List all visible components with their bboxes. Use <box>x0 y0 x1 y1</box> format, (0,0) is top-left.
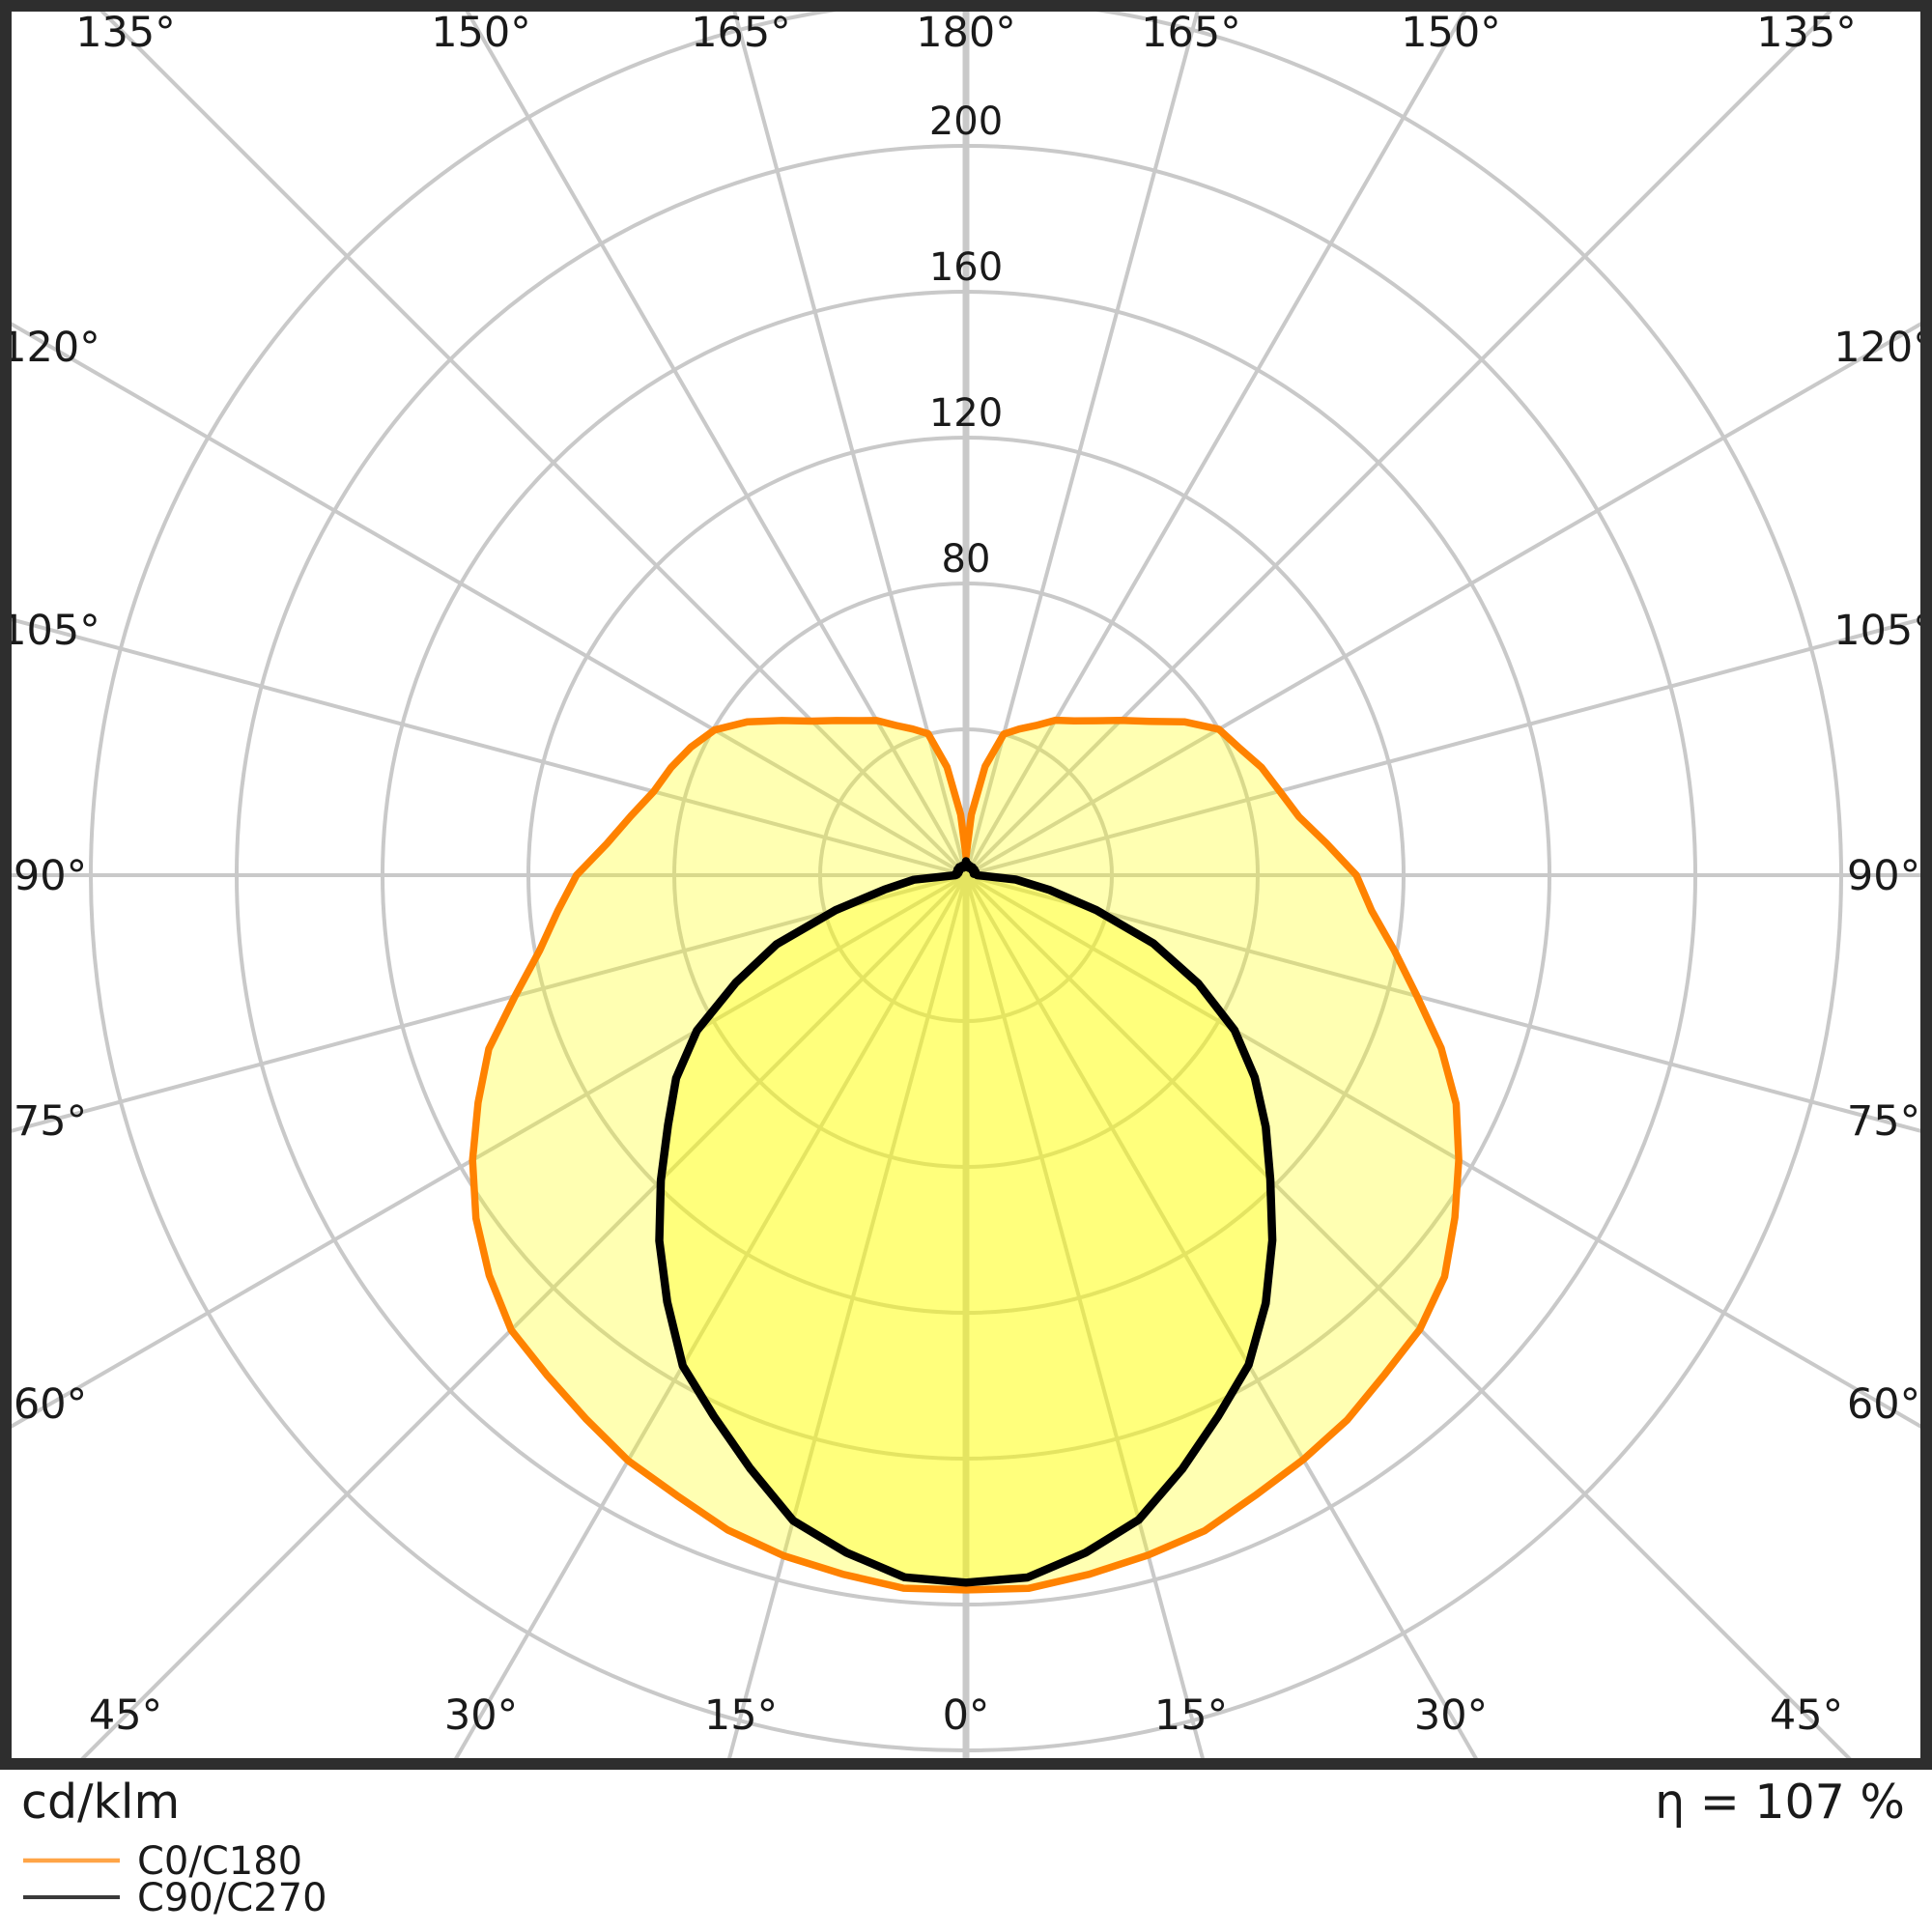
legend-label-c0-c180: C0/C180 <box>137 1839 302 1884</box>
grid-spoke-330 <box>453 873 968 1758</box>
ring-label-160: 160 <box>929 245 1003 290</box>
grid-spoke-240 <box>12 322 967 877</box>
angle-label-right-4: 60° <box>1847 1380 1920 1429</box>
grid-spoke-300 <box>12 873 967 1429</box>
angle-label-top-3: 180° <box>916 9 1016 57</box>
c90-c270-curve <box>655 857 1277 1587</box>
angle-label-right-0: 120° <box>1833 324 1932 372</box>
unit-label: cd/klm <box>21 1775 180 1830</box>
grid-spoke-45 <box>964 873 1852 1758</box>
grid-spoke-255 <box>12 617 967 877</box>
grid-spoke-105 <box>965 617 1920 877</box>
grid-spoke-30 <box>964 873 1479 1758</box>
ring-label-120: 120 <box>929 391 1003 436</box>
angle-label-right-2: 90° <box>1847 852 1920 900</box>
grid-spoke-225 <box>99 12 968 877</box>
angle-label-left-0: 120° <box>0 324 100 372</box>
grid-spoke-165 <box>964 12 1200 876</box>
radial-tick-labels: 80 120 160 200 <box>929 99 1003 582</box>
angle-label-bottom-5: 30° <box>1414 1691 1488 1740</box>
grid-spoke-75 <box>965 873 1920 1133</box>
angle-label-right-1: 105° <box>1833 607 1932 655</box>
angle-label-bottom-6: 45° <box>1770 1691 1843 1740</box>
legend: C0/C180 C90/C270 <box>23 1839 327 1920</box>
c0-c180-curve <box>469 716 1463 1594</box>
angle-label-bottom-1: 30° <box>444 1691 518 1740</box>
grid-spoke-150 <box>964 12 1467 876</box>
grid-spoke-195 <box>732 12 968 876</box>
angle-label-bottom-4: 15° <box>1154 1691 1228 1740</box>
angle-tick-labels: 135° 150° 165° 180° 165° 150° 135° 45° 30° 15° 0° 1… <box>0 9 1932 1740</box>
angle-label-left-2: 90° <box>14 852 87 900</box>
angle-label-top-0: 135° <box>75 9 176 57</box>
angle-label-bottom-0: 45° <box>89 1691 162 1740</box>
grid-spoke-15 <box>964 874 1205 1758</box>
angle-label-top-2: 165° <box>691 9 791 57</box>
legend-label-c90-c270: C90/C270 <box>137 1876 327 1920</box>
grid-spoke-285 <box>12 873 967 1133</box>
angle-label-top-6: 135° <box>1756 9 1857 57</box>
angle-label-left-1: 105° <box>0 607 100 655</box>
distribution-curves <box>469 716 1463 1594</box>
efficiency-label: η = 107 % <box>1655 1775 1905 1830</box>
grid-spoke-60 <box>964 873 1920 1429</box>
grid-spoke-210 <box>465 12 968 876</box>
grid-spoke-120 <box>964 322 1920 877</box>
angle-label-bottom-3: 0° <box>943 1691 990 1740</box>
grid-spoke-135 <box>964 12 1833 877</box>
plot-frame <box>0 0 1932 1770</box>
angle-label-bottom-2: 15° <box>704 1691 778 1740</box>
angle-label-top-4: 165° <box>1141 9 1241 57</box>
grid-spoke-315 <box>80 873 968 1758</box>
angle-label-top-1: 150° <box>431 9 531 57</box>
grid-spoke-345 <box>727 874 968 1758</box>
angle-label-left-3: 75° <box>14 1097 87 1146</box>
ring-label-80: 80 <box>942 537 991 582</box>
angle-label-top-5: 150° <box>1401 9 1501 57</box>
angle-label-left-4: 60° <box>14 1380 87 1429</box>
ring-label-200: 200 <box>929 99 1003 144</box>
angle-label-right-3: 75° <box>1847 1097 1920 1146</box>
